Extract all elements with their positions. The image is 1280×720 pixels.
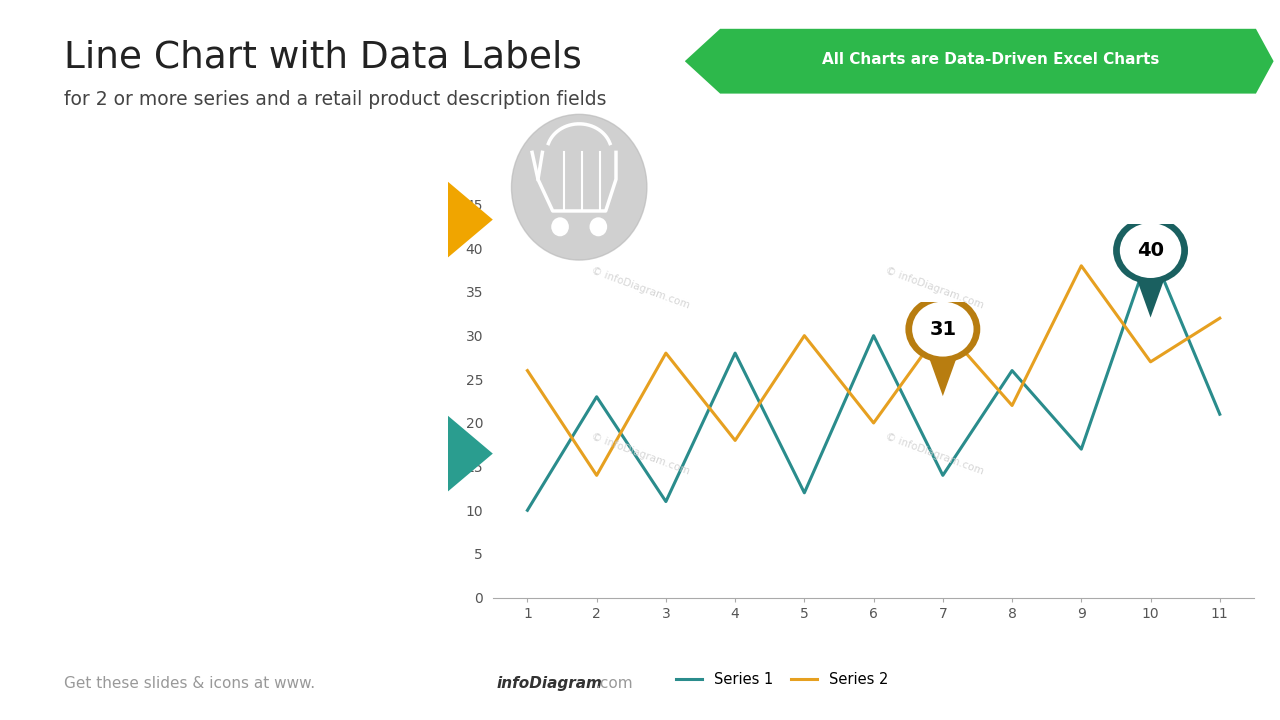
Text: .com: .com [595, 676, 632, 691]
Text: © infoDiagram.com: © infoDiagram.com [590, 431, 690, 476]
Text: All Charts are Data-Driven Excel Charts: All Charts are Data-Driven Excel Charts [822, 53, 1160, 67]
Text: Write your description here...: Write your description here... [201, 184, 403, 197]
Text: Write your description here...: Write your description here... [201, 454, 403, 467]
Text: Write your description here...: Write your description here... [201, 256, 403, 270]
Text: Write your description here...: Write your description here... [201, 292, 403, 306]
Circle shape [913, 302, 974, 356]
Text: 31: 31 [929, 320, 956, 338]
Text: Write your description here...: Write your description here... [201, 381, 403, 395]
Text: Write your description here...: Write your description here... [201, 418, 403, 431]
Legend: Series 1, Series 2: Series 1, Series 2 [671, 666, 893, 693]
Text: infoDiagram: infoDiagram [497, 676, 603, 691]
Circle shape [590, 217, 607, 236]
Polygon shape [448, 416, 493, 492]
Text: Get these slides & icons at www.: Get these slides & icons at www. [64, 676, 315, 691]
Polygon shape [448, 182, 493, 258]
Circle shape [512, 114, 646, 260]
Polygon shape [685, 29, 1274, 94]
Text: 40: 40 [1137, 241, 1164, 260]
Circle shape [1114, 217, 1188, 284]
Text: Write your description here...: Write your description here... [201, 147, 403, 161]
Text: © infoDiagram.com: © infoDiagram.com [884, 266, 984, 310]
Text: © infoDiagram.com: © infoDiagram.com [884, 431, 984, 476]
Polygon shape [1134, 271, 1167, 318]
Circle shape [552, 217, 568, 236]
Text: Write your description here...: Write your description here... [201, 490, 403, 504]
Text: for 2 or more series and a retail product description fields: for 2 or more series and a retail produc… [64, 90, 607, 109]
Text: Line Chart with Data Labels: Line Chart with Data Labels [64, 40, 582, 76]
Text: Write your description here...: Write your description here... [201, 526, 403, 540]
Circle shape [905, 296, 980, 363]
Circle shape [1120, 223, 1181, 278]
Polygon shape [925, 349, 960, 396]
Text: Write your description here...: Write your description here... [201, 220, 403, 233]
Text: © infoDiagram.com: © infoDiagram.com [590, 266, 690, 310]
